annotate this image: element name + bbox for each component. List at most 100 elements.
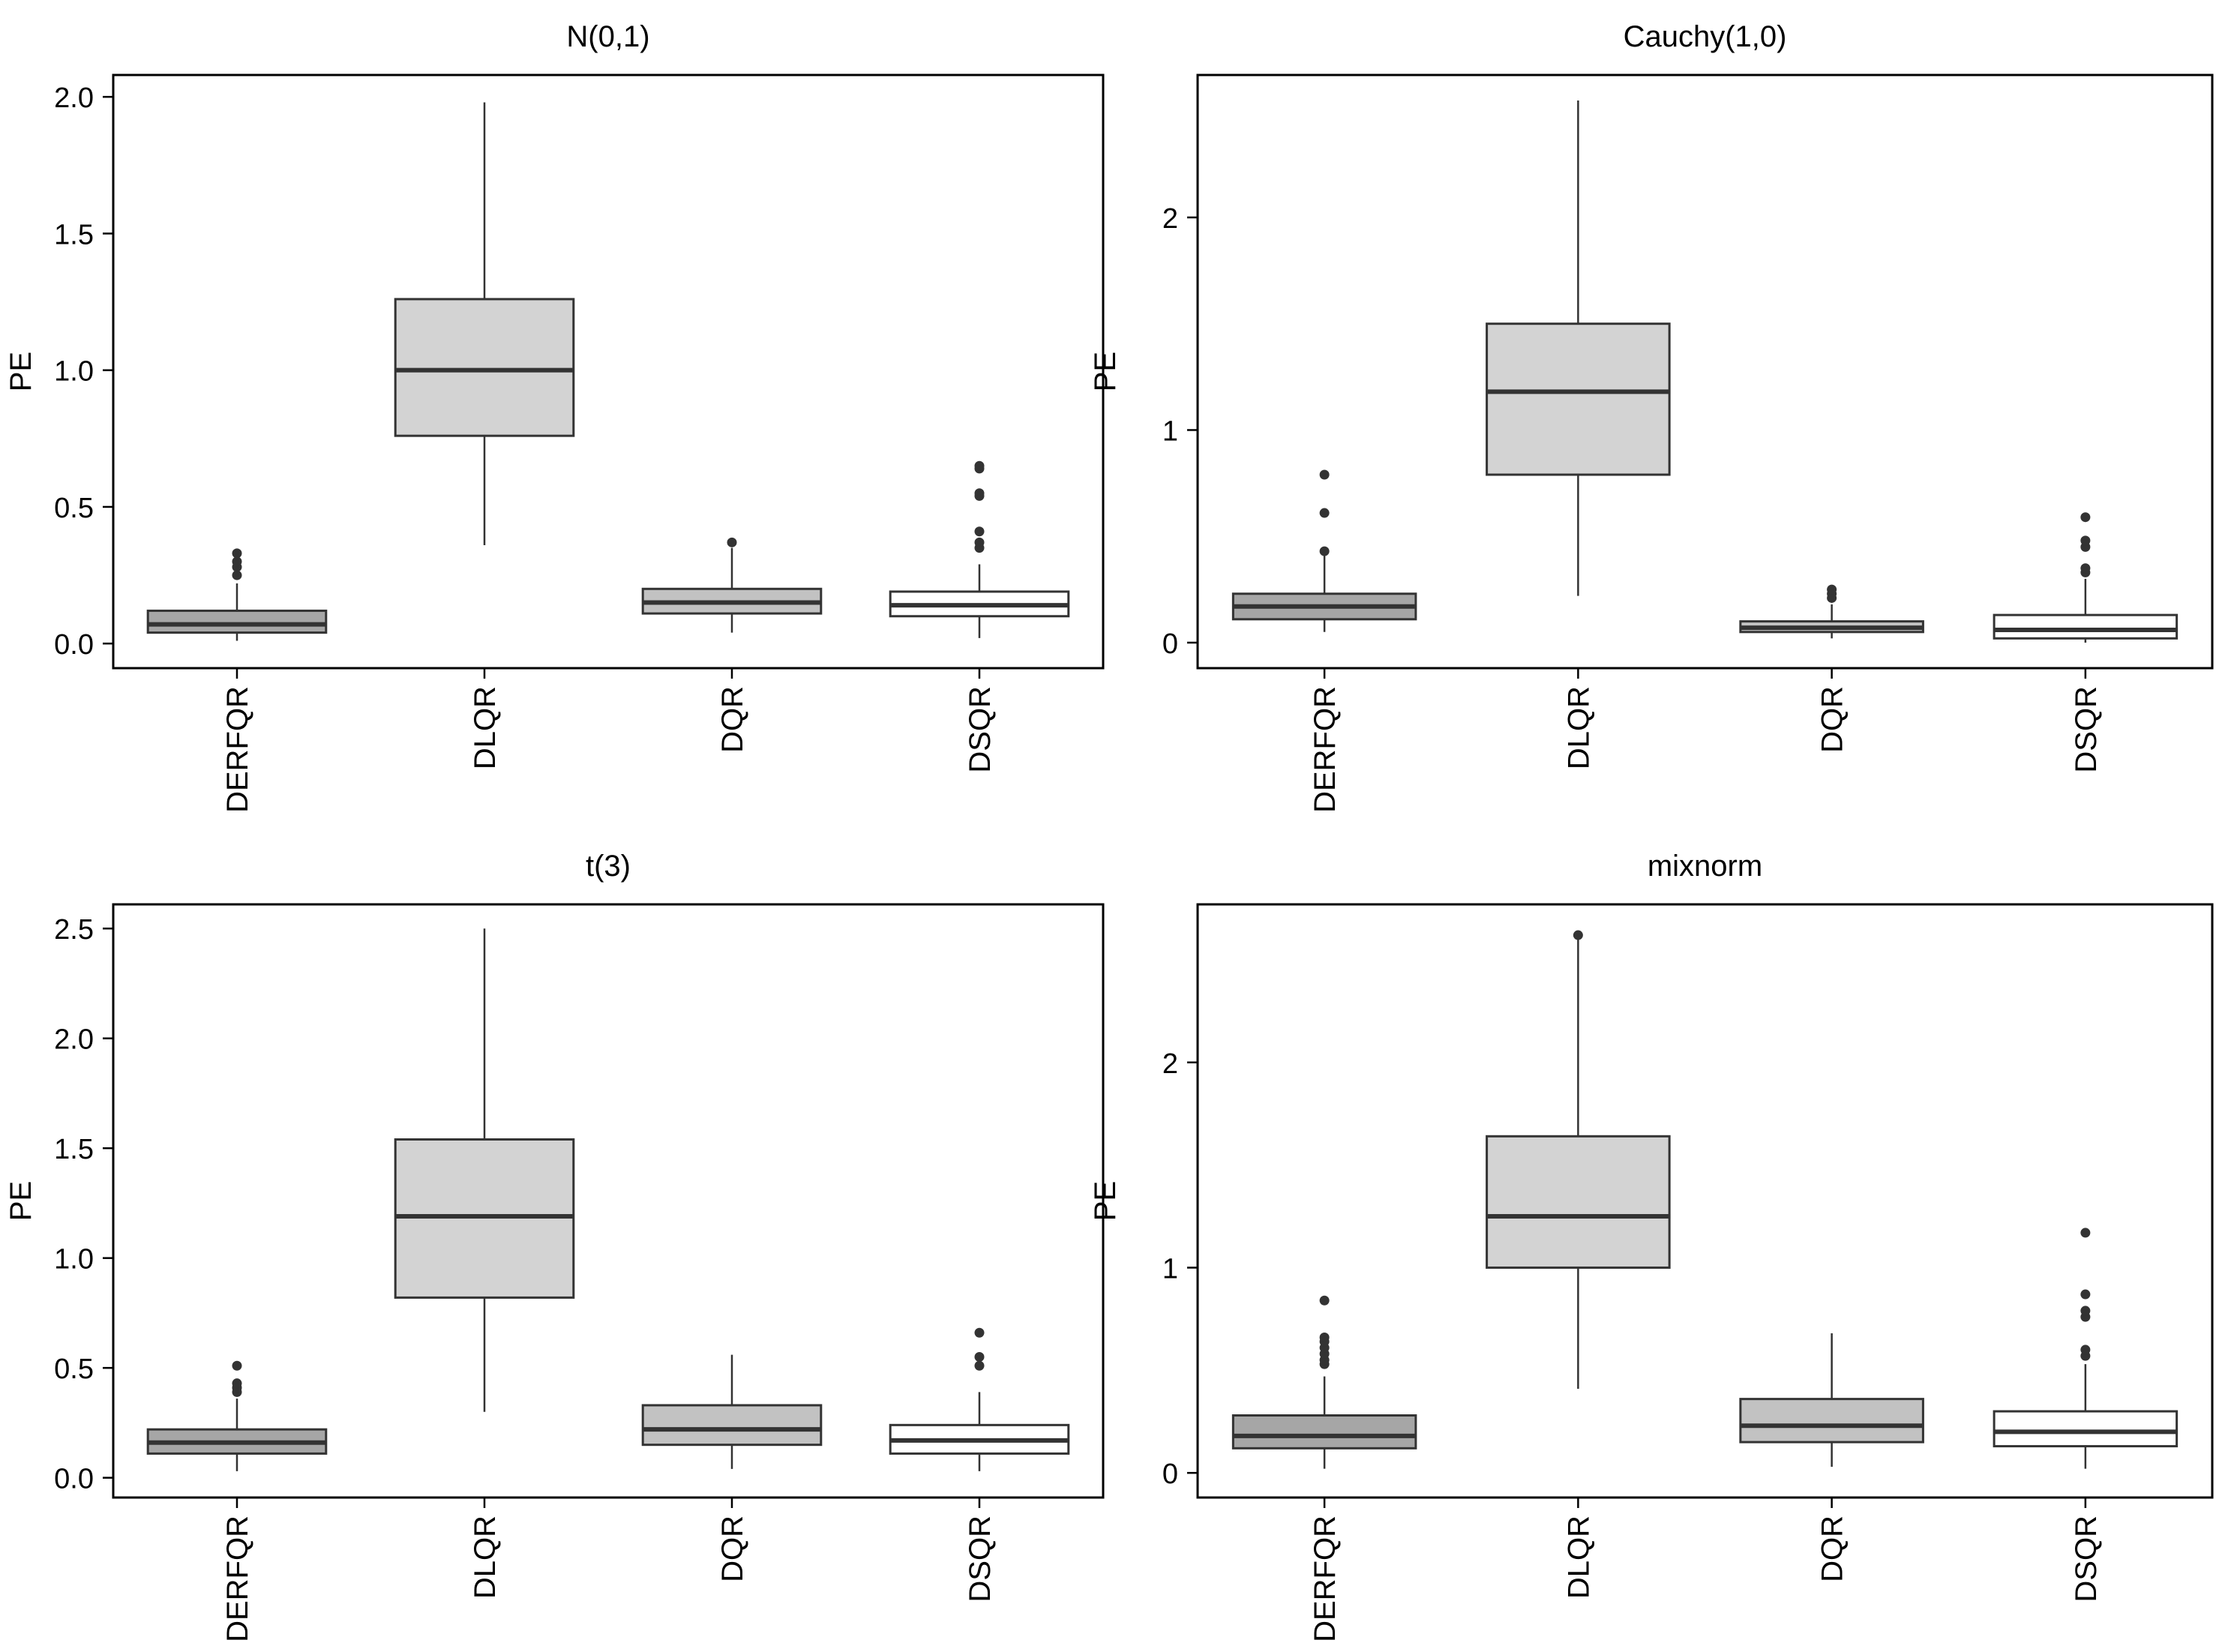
box-iqr <box>1231 1414 1417 1450</box>
box-derfqr <box>1231 469 1417 632</box>
y-tick-label: 1.5 <box>54 219 94 250</box>
y-tick-label: 2.5 <box>54 914 94 946</box>
panel-border <box>1196 903 2214 1499</box>
box-iqr <box>1486 322 1671 476</box>
outlier-point <box>1319 508 1330 518</box>
box-iqr <box>146 609 328 634</box>
y-tick-label: 2 <box>1162 1048 1178 1080</box>
outlier-point <box>232 548 242 559</box>
outlier-point <box>974 1327 985 1338</box>
outlier-point <box>974 537 985 547</box>
x-tick-label: DERFQR <box>1309 686 1342 813</box>
box-derfqr <box>1231 1295 1417 1469</box>
box-iqr <box>394 298 575 437</box>
box-iqr <box>1993 613 2179 640</box>
panel-title: t(3) <box>586 850 631 883</box>
y-axis-label: PE <box>1089 352 1122 391</box>
panel-3: t(3) PE 0.0 0.5 1.0 1.5 2.0 2.5 DERFQR DLQR DQR DSQ… <box>4 850 1105 1642</box>
x-tick-label: DQR <box>716 1516 749 1582</box>
x-tick-label: DQR <box>1816 686 1849 753</box>
panel-border <box>112 903 1105 1499</box>
outlier-point <box>727 537 737 547</box>
outlier-point <box>2080 535 2091 546</box>
box-derfqr <box>146 1360 328 1471</box>
panel-title: N(0,1) <box>566 20 649 53</box>
box-dsqr <box>889 1327 1070 1471</box>
outlier-point <box>1573 930 1583 940</box>
panel-title: Cauchy(1,0) <box>1624 20 1787 53</box>
y-tick-label: 1 <box>1162 1253 1178 1285</box>
x-tick-label: DLQR <box>469 686 502 769</box>
box-iqr <box>1993 1410 2179 1448</box>
outlier-point <box>974 460 985 471</box>
box-dlqr <box>394 928 575 1412</box>
panel-title: mixnorm <box>1648 850 1762 883</box>
box-dqr <box>641 1354 823 1469</box>
x-tick-label: DERFQR <box>221 686 254 813</box>
box-dlqr <box>394 102 575 545</box>
y-tick-label: 2.0 <box>54 82 94 114</box>
x-tick-label: DERFQR <box>221 1516 254 1642</box>
y-tick-label: 2.0 <box>54 1024 94 1056</box>
x-tick-label: DQR <box>716 686 749 753</box>
outlier-point <box>2080 563 2091 574</box>
outlier-point <box>1319 546 1330 556</box>
panel-2: Cauchy(1,0) PE 0 1 2 DERFQR DLQR DQR DSQR <box>1089 20 2214 813</box>
outlier-point <box>232 570 242 580</box>
outlier-point <box>974 526 985 537</box>
y-tick-label: 0 <box>1162 628 1178 660</box>
x-tick-label: DSQR <box>2070 1516 2103 1603</box>
outlier-point <box>974 1352 985 1363</box>
y-tick-label: 2 <box>1162 203 1178 235</box>
outlier-point <box>2080 1306 2091 1316</box>
y-tick-label: 0.5 <box>54 1354 94 1385</box>
box-iqr <box>641 1404 823 1447</box>
outlier-point <box>1319 469 1330 480</box>
y-tick-label: 0 <box>1162 1459 1178 1490</box>
outlier-point <box>2080 1345 2091 1355</box>
y-tick-label: 0.0 <box>54 629 94 661</box>
outlier-point <box>232 1378 242 1389</box>
box-dqr <box>1739 584 1924 639</box>
outlier-point <box>974 1360 985 1371</box>
panel-border <box>112 73 1105 670</box>
box-dsqr <box>1993 1228 2179 1469</box>
y-tick-label: 1.0 <box>54 356 94 388</box>
y-axis-label: PE <box>4 1181 37 1221</box>
outlier-point <box>232 1360 242 1371</box>
y-tick-label: 1.5 <box>54 1134 94 1165</box>
panel-4: mixnorm PE 0 1 2 DERFQR DLQR DQR DSQR <box>1089 850 2214 1642</box>
box-dqr <box>1739 1333 1924 1467</box>
y-axis-label: PE <box>4 352 37 391</box>
box-derfqr <box>146 548 328 641</box>
box-dsqr <box>889 460 1070 638</box>
box-iqr <box>1739 1398 1924 1444</box>
x-tick-label: DQR <box>1816 1516 1849 1582</box>
x-tick-label: DLQR <box>469 1516 502 1599</box>
x-tick-label: DERFQR <box>1309 1516 1342 1642</box>
y-tick-label: 0.0 <box>54 1464 94 1495</box>
y-tick-label: 0.5 <box>54 493 94 524</box>
box-dqr <box>641 537 823 633</box>
outlier-point <box>2080 512 2091 523</box>
y-tick-label: 1.0 <box>54 1244 94 1276</box>
outlier-point <box>2080 1289 2091 1300</box>
outlier-point <box>974 488 985 499</box>
box-dlqr <box>1486 930 1671 1389</box>
outlier-point <box>1827 584 1837 595</box>
x-tick-label: DSQR <box>2070 686 2103 773</box>
panel-1: N(0,1) PE 0.0 0.5 1.0 1.5 2.0 DERFQR DLQR DQR DSQR <box>4 20 1105 813</box>
x-tick-label: DLQR <box>1562 1516 1595 1599</box>
outlier-point <box>2080 1228 2091 1238</box>
x-tick-label: DSQR <box>964 686 997 773</box>
x-tick-label: DLQR <box>1562 686 1595 769</box>
x-tick-label: DSQR <box>964 1516 997 1603</box>
y-tick-label: 1 <box>1162 415 1178 447</box>
outlier-point <box>1319 1295 1330 1306</box>
y-axis-label: PE <box>1089 1181 1122 1221</box>
outlier-point <box>1319 1333 1330 1343</box>
outlier-point <box>232 556 242 567</box>
box-iqr <box>1486 1135 1671 1269</box>
box-dlqr <box>1486 100 1671 596</box>
